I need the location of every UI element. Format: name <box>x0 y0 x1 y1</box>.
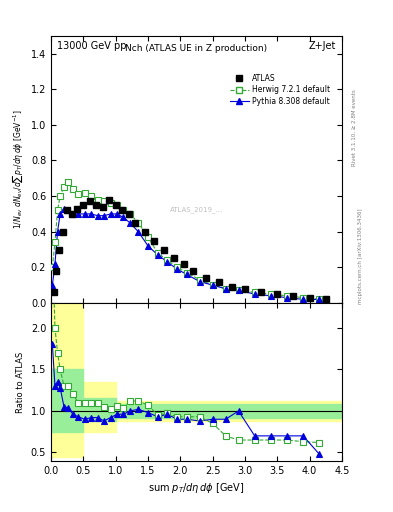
Y-axis label: $1/N_{ev}\ dN_{ev}/d\sum p_T/d\eta\,d\phi\ [\mathrm{GeV}^{-1}]$: $1/N_{ev}\ dN_{ev}/d\sum p_T/d\eta\,d\ph… <box>11 110 25 229</box>
Y-axis label: Ratio to ATLAS: Ratio to ATLAS <box>16 351 25 413</box>
Legend: ATLAS, Herwig 7.2.1 default, Pythia 8.308 default: ATLAS, Herwig 7.2.1 default, Pythia 8.30… <box>228 72 332 108</box>
Text: mcplots.cern.ch [arXiv:1306.3436]: mcplots.cern.ch [arXiv:1306.3436] <box>358 208 363 304</box>
Text: Nch (ATLAS UE in Z production): Nch (ATLAS UE in Z production) <box>125 44 268 53</box>
Text: Rivet 3.1.10, ≥ 2.8M events: Rivet 3.1.10, ≥ 2.8M events <box>352 90 357 166</box>
Text: ATLAS_2019_...: ATLAS_2019_... <box>170 206 223 213</box>
Text: Z+Jet: Z+Jet <box>309 41 336 51</box>
X-axis label: sum $p_T/d\eta\,d\phi$ [GeV]: sum $p_T/d\eta\,d\phi$ [GeV] <box>148 481 245 495</box>
Text: 13000 GeV pp: 13000 GeV pp <box>57 41 127 51</box>
